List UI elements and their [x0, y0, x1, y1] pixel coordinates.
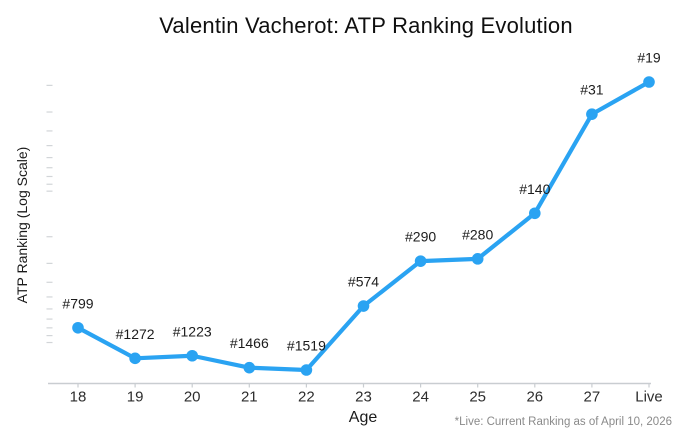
data-point-label: #1272	[116, 326, 155, 342]
x-tick-label: 23	[355, 389, 372, 406]
x-tick-label: 24	[412, 389, 429, 406]
data-point	[186, 349, 198, 362]
x-tick-label: 18	[70, 389, 87, 406]
data-point	[529, 207, 541, 220]
x-tick-label: 25	[469, 389, 486, 406]
data-point-label: #1519	[287, 338, 326, 354]
x-tick-label: Live	[635, 389, 663, 406]
x-axis-label: Age	[348, 409, 378, 426]
data-point	[414, 255, 427, 267]
data-point-label: #574	[348, 274, 379, 290]
chart-footnote: *Live: Current Ranking as of April 10, 2…	[454, 416, 672, 428]
data-point-label: #1466	[230, 335, 269, 351]
x-tick-label: 21	[241, 389, 258, 406]
ranking-line	[75, 79, 652, 373]
chart-title: Valentin Vacherot: ATP Ranking Evolution	[159, 13, 573, 38]
data-point	[586, 108, 598, 120]
x-tick-label: 19	[127, 389, 144, 406]
data-point-label: #280	[462, 226, 493, 242]
x-tick-label: 20	[184, 389, 201, 406]
data-point	[471, 253, 484, 265]
data-point	[243, 361, 256, 374]
data-point-label: #140	[519, 181, 550, 197]
data-point	[643, 76, 655, 88]
data-point-label: #31	[580, 82, 604, 98]
data-point	[72, 321, 84, 334]
data-point-label: #19	[637, 50, 661, 66]
data-point	[357, 300, 370, 312]
data-point-label: #799	[62, 295, 93, 311]
x-tick-label: 27	[584, 389, 601, 406]
data-point-label: #1223	[173, 323, 212, 339]
data-point	[129, 352, 141, 365]
x-tick-label: 26	[526, 389, 543, 406]
x-tick-label: 22	[298, 389, 315, 406]
data-point-label: #290	[405, 229, 436, 245]
data-point	[300, 364, 313, 376]
